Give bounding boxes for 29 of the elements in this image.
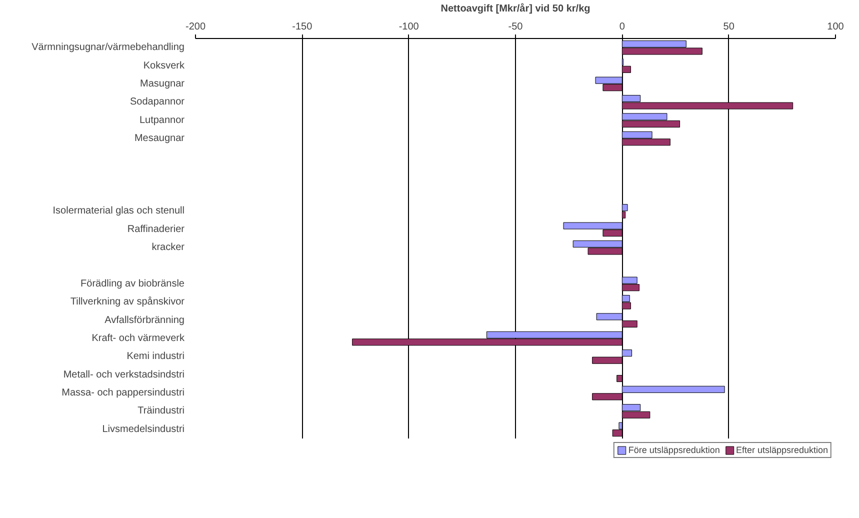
- y-tick-label: Isolermaterial glas och stenull: [52, 206, 185, 217]
- y-tick-label: Livsmedelsindustri: [102, 424, 185, 435]
- y-tick-label: Mesaugnar: [134, 133, 186, 144]
- y-tick-label: Kraft- och värmeverk: [92, 333, 186, 344]
- y-tick-label: Träindustri: [138, 406, 185, 417]
- x-tick-label: -200: [185, 22, 206, 32]
- x-tick-label: 0: [619, 22, 626, 32]
- x-axis-title: Nettoavgift [Mkr/år] vid 50 kr/kg: [440, 2, 590, 14]
- y-tick-label: Masugnar: [140, 78, 186, 90]
- y-tick-label: Raffinaderier: [127, 224, 186, 235]
- x-tick-label: 50: [723, 22, 735, 32]
- y-tick-label: Kemi industri: [126, 351, 185, 362]
- x-tick-label: -150: [292, 22, 313, 32]
- legend-label: Före utsläppsreduktion: [628, 445, 720, 455]
- x-tick-label: 100: [827, 22, 844, 32]
- y-tick-label: Massa- och pappersindustri: [62, 388, 185, 399]
- y-tick-label: Metall- och verkstadsindstri: [63, 369, 185, 380]
- x-tick-label: -50: [508, 22, 524, 32]
- x-tick-label: -100: [398, 22, 420, 32]
- y-tick-label: Förädling av biobränsle: [80, 278, 185, 290]
- bar: [616, 374, 622, 382]
- y-tick-label: Lutpannor: [139, 114, 186, 126]
- y-tick-label: Koksverk: [143, 60, 186, 72]
- y-tick-label: Värmningsugnar/värmebehandling: [32, 42, 185, 54]
- y-tick-label: Sodapannor: [130, 96, 186, 108]
- legend-label: Efter utsläppsreduktion: [736, 445, 828, 455]
- y-tick-label: Tillverkning av spånskivor: [70, 296, 186, 308]
- y-tick-label: Avfallsförbränning: [104, 314, 185, 326]
- y-tick-label: kracker: [152, 242, 186, 254]
